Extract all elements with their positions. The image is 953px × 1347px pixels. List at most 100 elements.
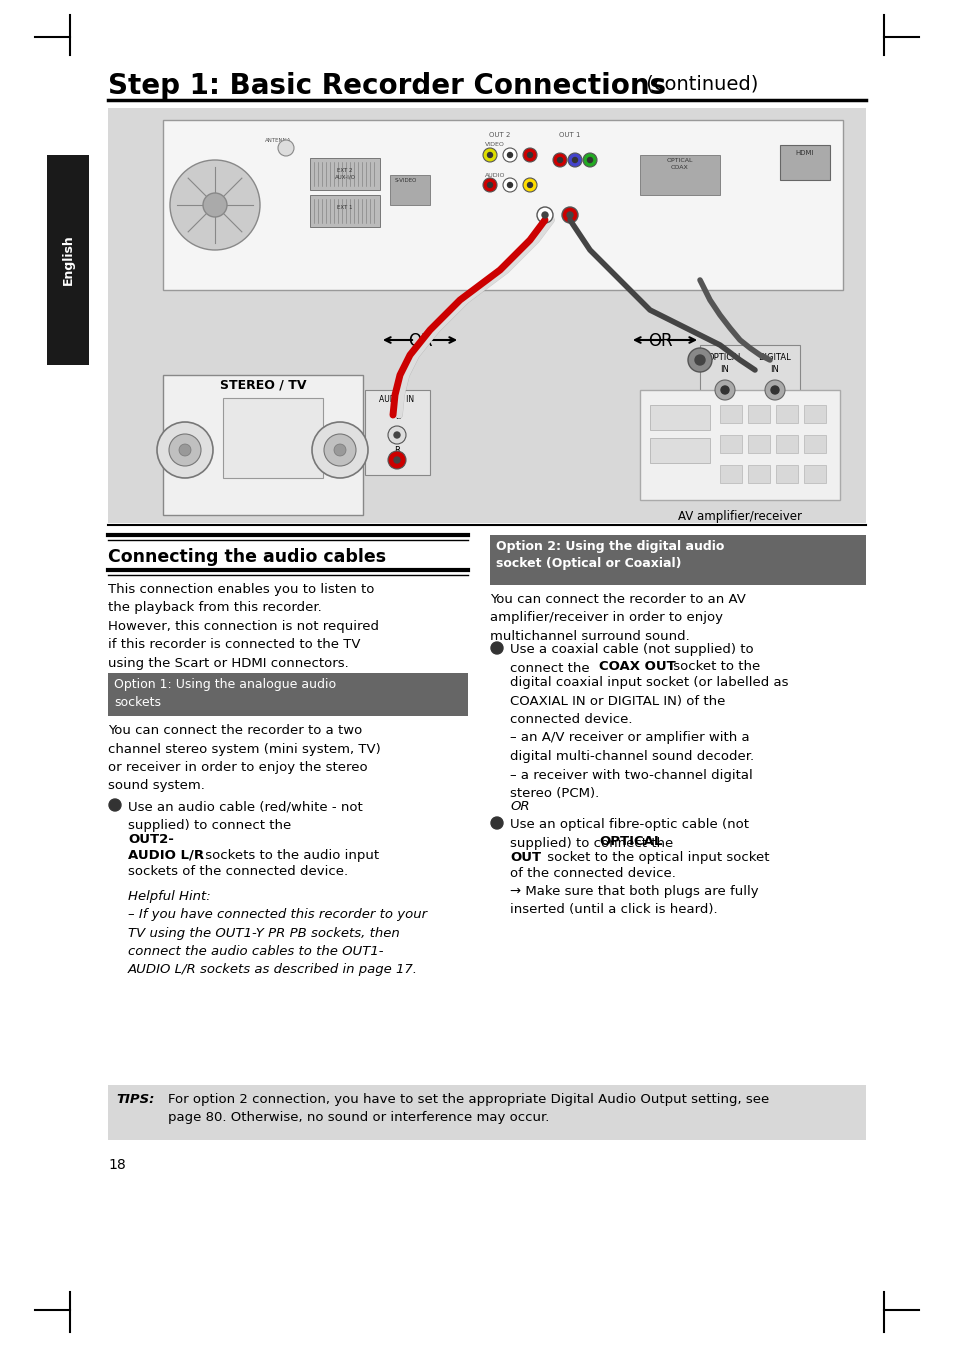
Circle shape — [388, 426, 406, 445]
Bar — [747, 435, 769, 453]
Circle shape — [522, 148, 537, 162]
Bar — [223, 397, 323, 478]
Bar — [747, 465, 769, 484]
Bar — [490, 535, 865, 585]
Text: Connecting the audio cables: Connecting the audio cables — [108, 548, 386, 566]
Circle shape — [720, 387, 728, 395]
Circle shape — [491, 818, 502, 828]
Bar — [649, 405, 709, 430]
Text: You can connect the recorder to a two
channel stereo system (mini system, TV)
or: You can connect the recorder to a two ch… — [108, 723, 380, 792]
Text: socket to the optical input socket: socket to the optical input socket — [542, 851, 769, 863]
Circle shape — [507, 152, 512, 158]
Circle shape — [537, 207, 553, 224]
Circle shape — [157, 422, 213, 478]
Circle shape — [394, 432, 399, 438]
Bar — [775, 405, 797, 423]
Circle shape — [553, 154, 566, 167]
Text: STEREO / TV: STEREO / TV — [219, 379, 306, 391]
Text: S-VIDEO: S-VIDEO — [395, 178, 416, 183]
Bar — [365, 391, 430, 475]
Circle shape — [169, 434, 201, 466]
Circle shape — [714, 380, 734, 400]
Text: Use an audio cable (red/white - not
supplied) to connect the: Use an audio cable (red/white - not supp… — [128, 800, 362, 831]
Circle shape — [527, 152, 532, 158]
Bar — [108, 1084, 865, 1140]
Text: sockets of the connected device.: sockets of the connected device. — [128, 865, 348, 878]
Bar — [803, 405, 825, 423]
Text: TIPS:: TIPS: — [116, 1092, 154, 1106]
Text: OPTICAL: OPTICAL — [598, 835, 661, 849]
Circle shape — [324, 434, 355, 466]
Circle shape — [203, 193, 227, 217]
Text: OUT 1: OUT 1 — [558, 132, 580, 137]
Text: → Make sure that both plugs are fully
inserted (until a click is heard).: → Make sure that both plugs are fully in… — [510, 885, 758, 916]
Text: HDMI: HDMI — [795, 150, 814, 156]
Text: VIDEO: VIDEO — [484, 141, 504, 147]
Text: Option 2: Using the digital audio
socket (Optical or Coaxial): Option 2: Using the digital audio socket… — [496, 540, 723, 571]
Circle shape — [587, 158, 592, 163]
Text: For option 2 connection, you have to set the appropriate Digital Audio Output se: For option 2 connection, you have to set… — [168, 1092, 768, 1123]
Circle shape — [482, 148, 497, 162]
Text: Helpful Hint:: Helpful Hint: — [128, 890, 211, 902]
Text: digital coaxial input socket (or labelled as
COAXIAL IN or DIGITAL IN) of the
co: digital coaxial input socket (or labelle… — [510, 676, 788, 800]
Circle shape — [487, 152, 492, 158]
Bar — [310, 158, 379, 190]
Circle shape — [170, 160, 260, 251]
Bar — [639, 391, 840, 500]
Bar — [700, 345, 800, 426]
Circle shape — [487, 182, 492, 187]
Text: R: R — [394, 446, 399, 455]
Circle shape — [312, 422, 368, 478]
Text: Step 1: Basic Recorder Connections: Step 1: Basic Recorder Connections — [108, 71, 665, 100]
Text: OR: OR — [647, 331, 672, 350]
Text: OPTICAL
COAX: OPTICAL COAX — [666, 158, 693, 170]
Text: Use a coaxial cable (not supplied) to
connect the: Use a coaxial cable (not supplied) to co… — [510, 643, 753, 675]
Text: 18: 18 — [108, 1158, 126, 1172]
Circle shape — [567, 154, 581, 167]
Text: English: English — [61, 234, 74, 286]
Circle shape — [561, 207, 578, 224]
Circle shape — [582, 154, 597, 167]
Circle shape — [502, 148, 517, 162]
Circle shape — [541, 211, 547, 218]
Bar — [47, 155, 89, 365]
Text: L: L — [395, 412, 399, 422]
Circle shape — [522, 178, 537, 193]
Bar — [310, 195, 379, 228]
Circle shape — [277, 140, 294, 156]
Text: AUDIO: AUDIO — [484, 172, 505, 178]
Text: COAX OUT: COAX OUT — [598, 660, 675, 674]
Text: OR: OR — [407, 331, 432, 350]
Bar — [108, 108, 865, 523]
Text: – If you have connected this recorder to your
TV using the OUT1-Y PR PB sockets,: – If you have connected this recorder to… — [128, 908, 427, 977]
Circle shape — [572, 158, 577, 163]
Circle shape — [507, 182, 512, 187]
Circle shape — [502, 178, 517, 193]
Circle shape — [109, 799, 121, 811]
Bar — [163, 374, 363, 515]
Bar — [163, 120, 842, 290]
Text: socket to the: socket to the — [668, 660, 760, 674]
Bar — [775, 435, 797, 453]
Circle shape — [687, 348, 711, 372]
Bar — [720, 435, 741, 453]
Text: OPTICAL
IN: OPTICAL IN — [706, 353, 742, 374]
Text: (continued): (continued) — [639, 75, 758, 94]
Circle shape — [482, 178, 497, 193]
Circle shape — [566, 211, 573, 218]
Text: sockets to the audio input: sockets to the audio input — [201, 849, 378, 862]
Circle shape — [179, 445, 191, 457]
Bar — [803, 435, 825, 453]
Bar — [720, 465, 741, 484]
Circle shape — [334, 445, 346, 457]
Bar — [720, 405, 741, 423]
Bar — [747, 405, 769, 423]
Text: Option 1: Using the analogue audio
sockets: Option 1: Using the analogue audio socke… — [113, 678, 335, 709]
Text: ANTENNA: ANTENNA — [265, 137, 291, 143]
Circle shape — [388, 451, 406, 469]
Bar — [108, 674, 468, 717]
Text: of the connected device.: of the connected device. — [510, 867, 675, 880]
Text: You can connect the recorder to an AV
amplifier/receiver in order to enjoy
multi: You can connect the recorder to an AV am… — [490, 593, 745, 643]
Bar — [649, 438, 709, 463]
Bar — [390, 175, 430, 205]
